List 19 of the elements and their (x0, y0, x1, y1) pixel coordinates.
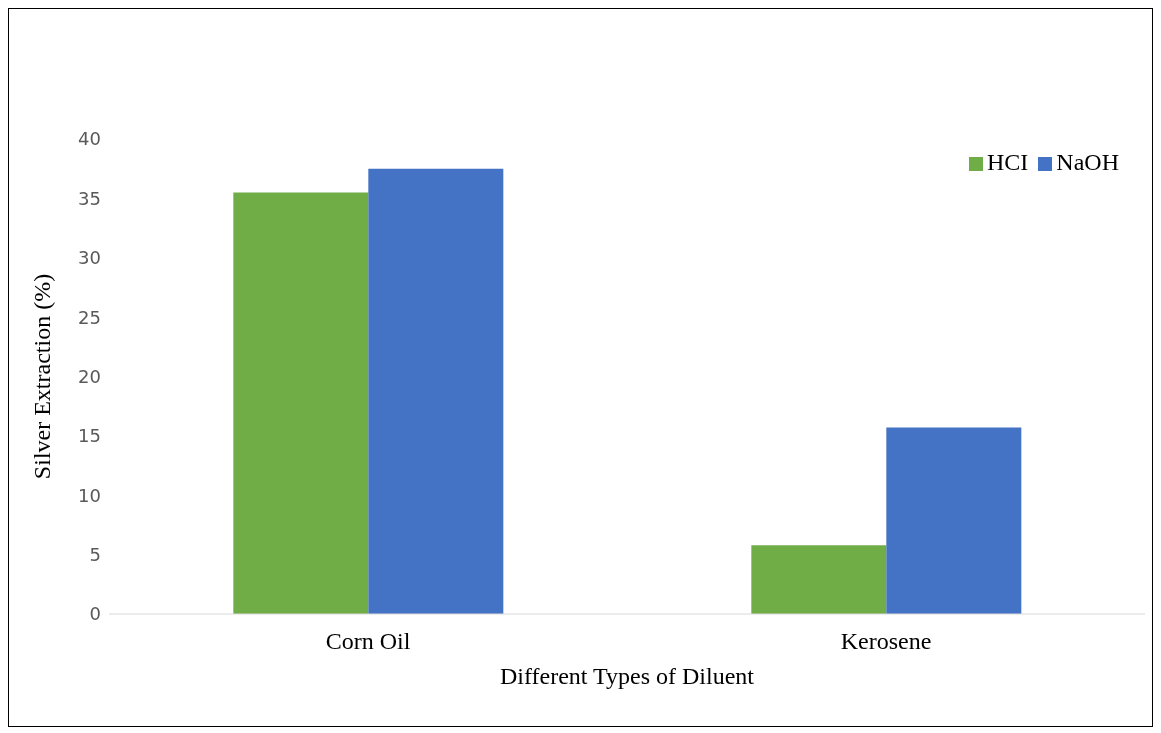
y-tick-label: 25 (78, 306, 101, 328)
y-tick-label: 30 (78, 247, 101, 269)
legend-label: NaOH (1056, 149, 1119, 175)
x-tick-label: Corn Oil (325, 628, 411, 655)
x-axis-title: Different Types of Diluent (499, 663, 755, 689)
y-tick-label: 40 (78, 128, 101, 150)
y-tick-label: 20 (78, 365, 101, 387)
legend-label: HCI (987, 149, 1029, 175)
y-tick-label: 10 (78, 484, 101, 506)
y-tick-label: 35 (78, 187, 101, 209)
y-tick-label: 0 (89, 603, 101, 625)
bar (886, 427, 1022, 614)
y-axis-title: Silver Extraction (%) (28, 273, 55, 480)
bar (233, 192, 369, 614)
y-tick-label: 5 (89, 544, 101, 566)
x-tick-label: Kerosene (840, 628, 932, 655)
bar (751, 545, 887, 614)
bar (368, 168, 504, 614)
y-tick-label: 15 (78, 425, 101, 447)
